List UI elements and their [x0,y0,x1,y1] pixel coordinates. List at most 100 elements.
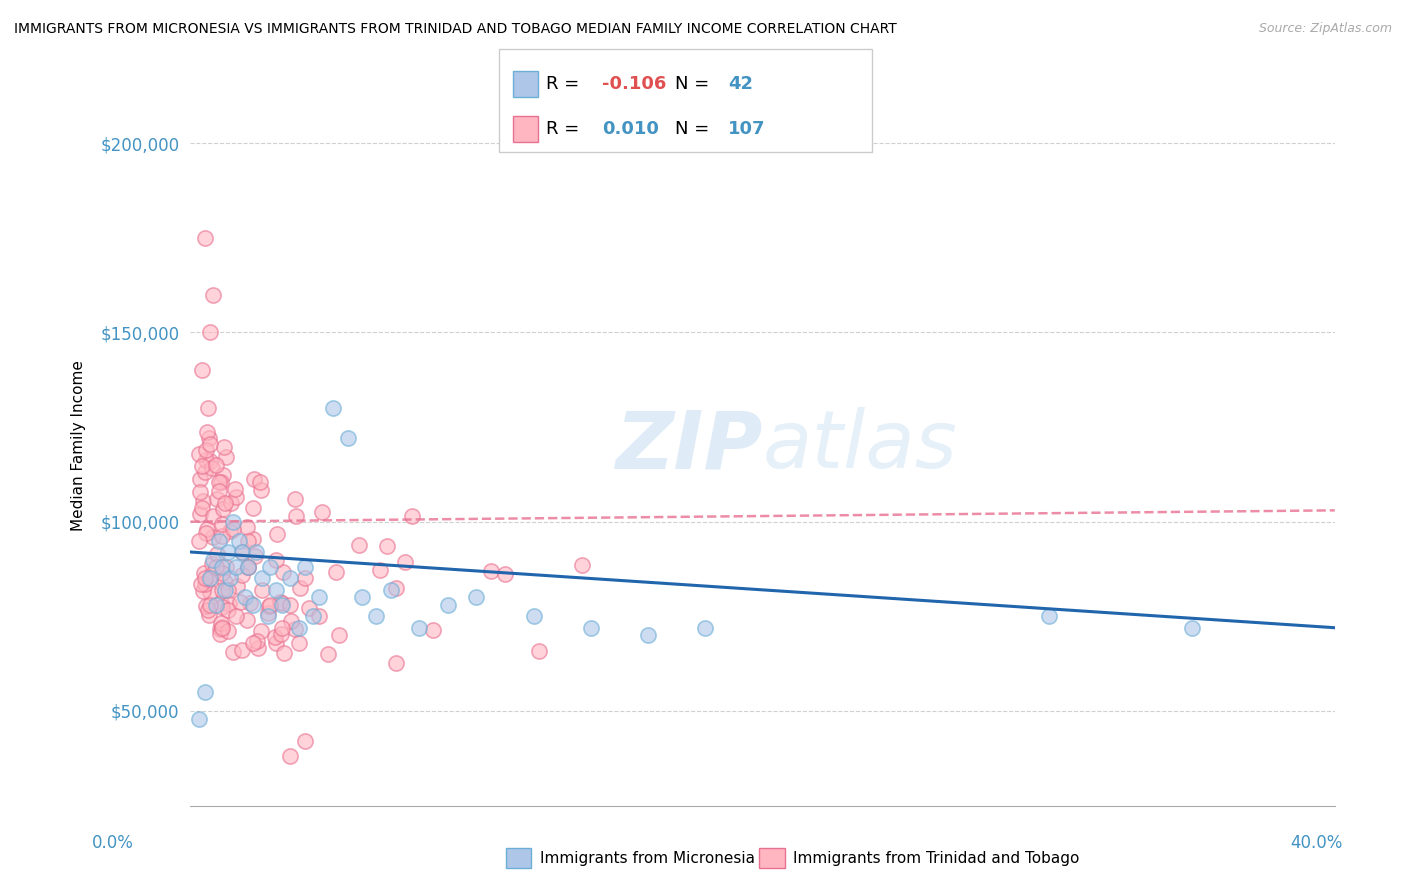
Point [198,607,221,622]
Point [188,484,211,499]
Text: Immigrants from Trinidad and Tobago: Immigrants from Trinidad and Tobago [793,851,1080,865]
Point [194,525,217,540]
Point [191,500,214,515]
Point [422,623,444,637]
Point [188,471,211,485]
Point [236,560,259,574]
Point [269,594,291,608]
Point [187,712,209,726]
Point [437,598,460,612]
Point [197,603,219,617]
Point [294,572,316,586]
Point [205,458,228,472]
Text: -0.106: -0.106 [602,75,666,93]
Point [273,646,295,660]
Text: 0.0%: 0.0% [91,834,134,852]
Point [259,598,281,612]
Point [211,502,233,516]
Text: 42: 42 [728,75,754,93]
Point [257,599,280,613]
Point [194,685,217,699]
Point [209,626,232,640]
Point [1038,609,1060,624]
Point [280,749,302,764]
Point [217,545,239,559]
Point [194,231,217,245]
Point [231,642,253,657]
Point [294,560,316,574]
Point [191,584,214,599]
Point [239,596,262,610]
Point [284,492,307,507]
Point [208,622,231,636]
Point [401,508,423,523]
Point [215,559,238,574]
Point [280,598,302,612]
Point [325,565,347,579]
Point [298,601,321,615]
Point [302,609,325,624]
Text: ZIP: ZIP [616,407,762,485]
Point [217,624,239,638]
Point [225,560,247,574]
Point [201,566,224,581]
Point [221,496,243,510]
Point [224,482,246,496]
Point [212,468,235,483]
Point [231,545,253,559]
Point [195,599,218,613]
Point [233,591,256,605]
Point [202,287,225,301]
Point [695,621,717,635]
Point [191,363,214,377]
Point [236,520,259,534]
Point [328,628,350,642]
Point [200,598,222,612]
Point [200,585,222,599]
Point [188,447,211,461]
Text: IMMIGRANTS FROM MICRONESIA VS IMMIGRANTS FROM TRINIDAD AND TOBAGO MEDIAN FAMILY : IMMIGRANTS FROM MICRONESIA VS IMMIGRANTS… [14,22,897,37]
Point [322,401,344,416]
Point [193,566,215,580]
Point [198,454,221,468]
Point [336,432,359,446]
Point [246,641,269,656]
Point [242,472,264,486]
Point [226,579,249,593]
Point [201,461,224,475]
Point [250,572,273,586]
Point [368,563,391,577]
Point [212,441,235,455]
Point [270,627,292,641]
Point [271,621,294,635]
Point [217,582,239,597]
Text: atlas: atlas [762,407,957,485]
Point [375,539,398,553]
Point [250,582,273,597]
Point [191,494,214,508]
Point [209,596,232,610]
Point [229,595,252,609]
Point [214,582,236,597]
Point [198,437,221,451]
Point [197,572,219,586]
Point [308,609,330,624]
Point [214,496,236,510]
Point [195,443,218,458]
Point [264,636,287,650]
Text: N =: N = [675,120,714,138]
Text: Source: ZipAtlas.com: Source: ZipAtlas.com [1258,22,1392,36]
Point [187,533,209,548]
Point [205,548,228,562]
Point [202,552,225,566]
Point [195,452,218,467]
Point [200,326,222,340]
Point [238,560,260,574]
Point [228,533,250,548]
Point [195,522,218,536]
Point [211,599,233,614]
Point [222,515,245,529]
Point [235,613,257,627]
Point [242,501,264,516]
Point [1181,621,1204,635]
